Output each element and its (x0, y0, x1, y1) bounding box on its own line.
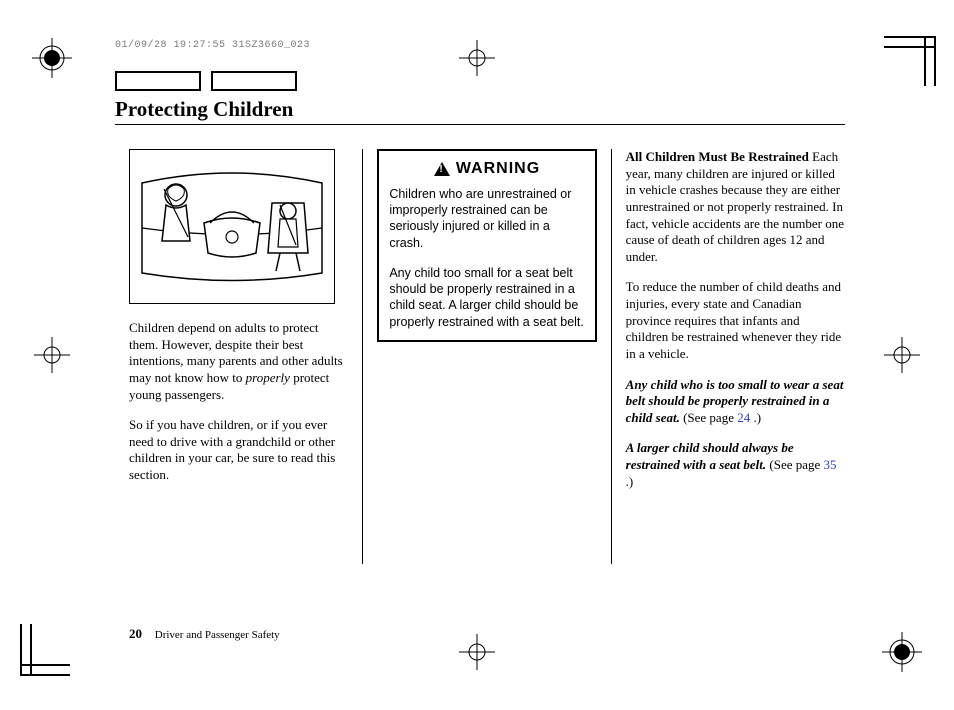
header-box-1 (115, 71, 201, 91)
page-link-35[interactable]: 35 (824, 457, 837, 472)
column-2: WARNING Children who are unrestrained or… (362, 149, 611, 564)
col3-subhead: All Children Must Be Restrained (626, 149, 809, 164)
warning-box: WARNING Children who are unrestrained or… (377, 149, 596, 342)
col3-note1: Any child who is too small to wear a sea… (626, 377, 845, 427)
warning-triangle-icon (434, 162, 450, 176)
warning-p2: Any child too small for a seat belt shou… (389, 265, 584, 330)
col3-see2b: .) (626, 474, 634, 489)
col1-para1: Children depend on adults to protect the… (129, 320, 348, 403)
col3-see2a: (See page (766, 457, 823, 472)
regmark-bottom-right (882, 632, 922, 672)
page-link-24[interactable]: 24 (737, 410, 750, 425)
header-boxes (115, 71, 845, 91)
print-timestamp: 01/09/28 19:27:55 31SZ3660_023 (115, 40, 845, 51)
regmark-left-center (32, 335, 72, 375)
column-1: Children depend on adults to protect the… (115, 149, 362, 564)
col3-note2: A larger child should always be restrain… (626, 440, 845, 490)
column-3: All Children Must Be Restrained Each yea… (612, 149, 845, 564)
regmark-right-center (882, 335, 922, 375)
col1-para2: So if you have children, or if you ever … (129, 417, 348, 484)
header-box-2 (211, 71, 297, 91)
regmark-top-left (32, 38, 72, 78)
page-number: 20 (129, 626, 142, 641)
warning-heading: WARNING (389, 159, 584, 180)
col1-p1-italic: properly (246, 370, 290, 385)
col3-see1b: .) (750, 410, 761, 425)
page-title: Protecting Children (115, 97, 845, 122)
col3-para1: All Children Must Be Restrained Each yea… (626, 149, 845, 265)
warning-p1: Children who are unrestrained or imprope… (389, 186, 584, 251)
col3-see1a: (See page (680, 410, 737, 425)
page-footer: 20 Driver and Passenger Safety (129, 626, 280, 642)
content-columns: Children depend on adults to protect the… (115, 149, 845, 564)
title-rule (115, 124, 845, 125)
illustration-child-seats (129, 149, 335, 304)
footer-section: Driver and Passenger Safety (155, 629, 280, 641)
col3-p1-body: Each year, many children are injured or … (626, 149, 844, 264)
warning-label: WARNING (456, 159, 540, 180)
col3-para2: To reduce the number of child deaths and… (626, 279, 845, 362)
page-content: 01/09/28 19:27:55 31SZ3660_023 Protectin… (115, 40, 845, 660)
